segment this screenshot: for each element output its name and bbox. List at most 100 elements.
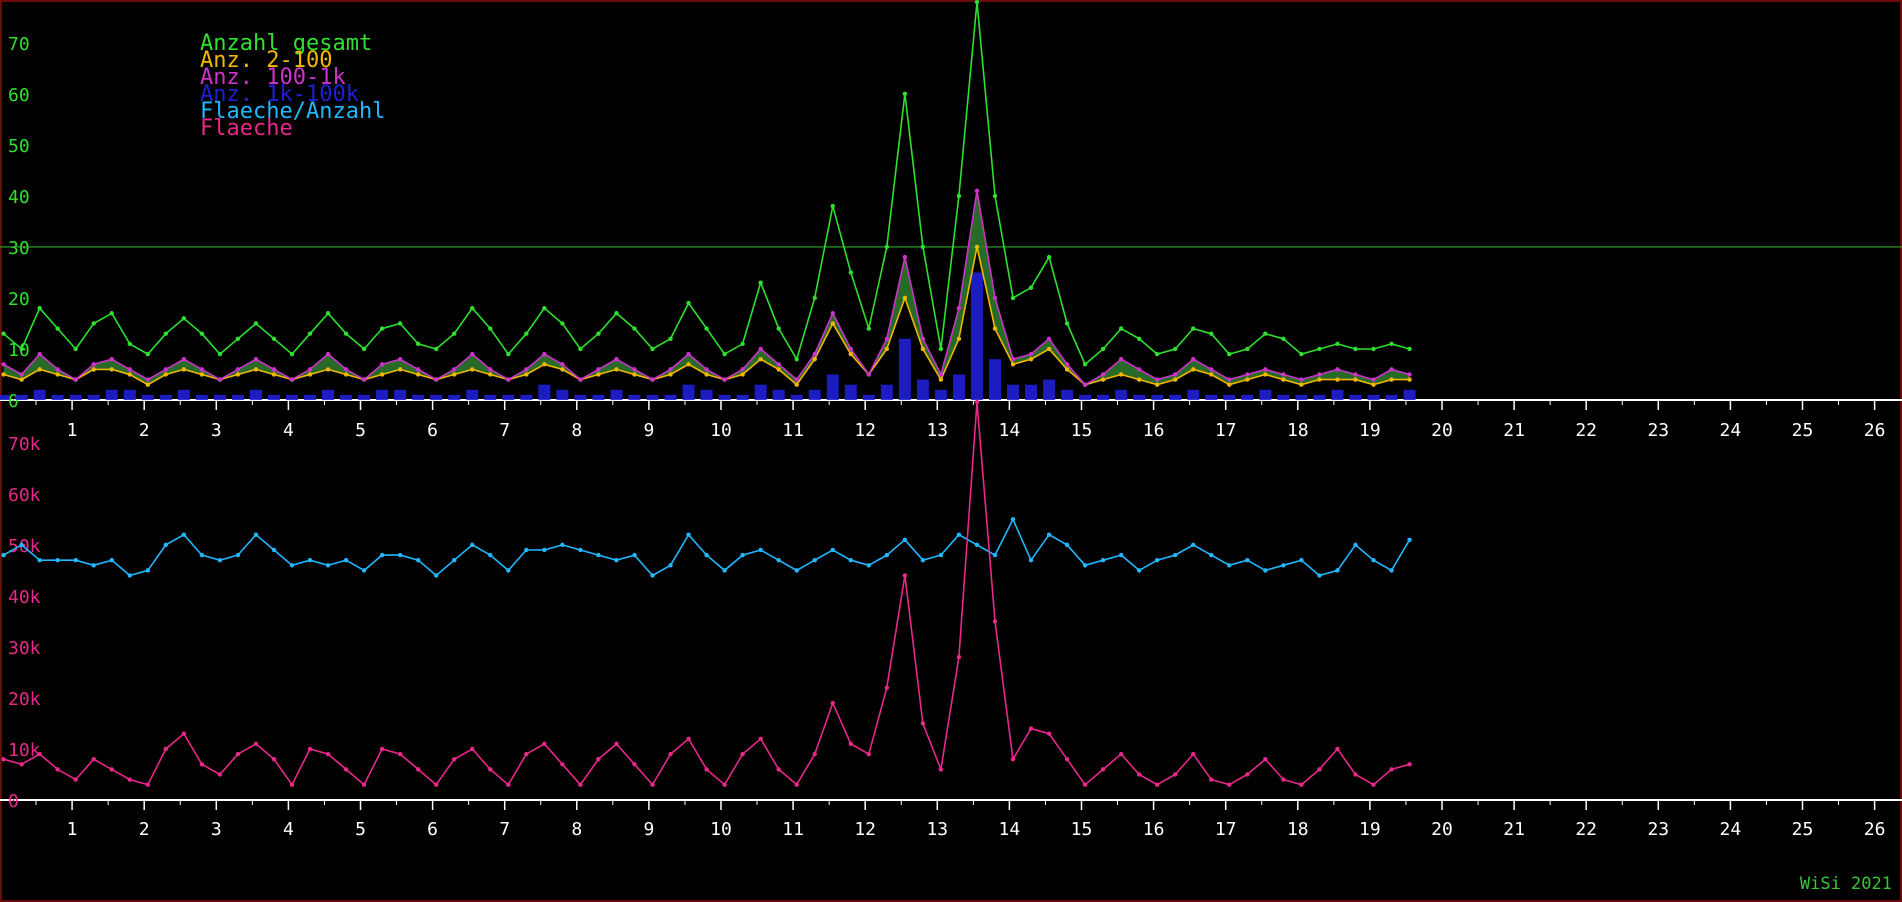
series-point xyxy=(307,331,313,336)
series-point xyxy=(758,356,763,362)
series-point xyxy=(1227,377,1232,382)
x-tick-label: 20 xyxy=(1431,420,1453,441)
x-tick-label: 22 xyxy=(1575,819,1597,840)
series-point xyxy=(271,336,277,341)
series-point xyxy=(163,331,169,336)
series-point xyxy=(632,367,637,372)
bar-1k-100k xyxy=(556,389,569,400)
bar-1k-100k xyxy=(15,394,28,400)
series-point xyxy=(722,782,727,787)
series-point xyxy=(343,372,349,377)
series-point xyxy=(434,782,439,787)
series-point xyxy=(1,362,6,367)
series-point xyxy=(776,557,781,563)
series-point xyxy=(470,746,475,752)
series-point xyxy=(1028,351,1034,357)
series-point xyxy=(1082,782,1088,787)
series-point xyxy=(343,557,349,563)
series-point xyxy=(938,552,944,558)
panel-2: 1 2 3 4 5 6 7 8 9 10 11 12 13 14 15 16 17 18 19 20 21 22 23 24 2… xyxy=(0,399,1902,840)
series-point xyxy=(686,736,691,741)
x-tick-label: 21 xyxy=(1503,819,1525,840)
bar-1k-100k xyxy=(1097,394,1110,400)
series-point xyxy=(73,346,78,352)
series-point xyxy=(920,721,926,726)
series-point xyxy=(1010,362,1016,367)
series-point xyxy=(253,321,259,326)
series-point xyxy=(1118,372,1124,377)
series-point xyxy=(884,552,890,558)
series-point xyxy=(1191,542,1196,548)
x-tick-label: 2 xyxy=(139,420,150,441)
x-tick-label: 6 xyxy=(427,819,438,840)
series-point xyxy=(1010,295,1016,301)
series-point xyxy=(956,193,962,199)
series-point xyxy=(1209,372,1214,377)
series-point xyxy=(812,557,817,563)
y-tick-label: 40 xyxy=(8,187,30,208)
series-point xyxy=(614,356,619,362)
series-point xyxy=(1371,377,1376,382)
series-point xyxy=(776,367,781,372)
bar-1k-100k xyxy=(628,394,641,400)
x-tick-label: 4 xyxy=(283,420,294,441)
series-point xyxy=(19,372,24,377)
series-point xyxy=(397,367,403,372)
y-tick-label: 60 xyxy=(8,85,30,106)
series-point xyxy=(974,188,980,193)
series-point xyxy=(1191,326,1196,331)
series-point xyxy=(848,346,853,352)
series-point xyxy=(397,751,403,757)
series-point xyxy=(776,767,781,772)
series-point xyxy=(992,552,998,558)
credit-label: WiSi 2021 xyxy=(1799,874,1892,894)
series-point xyxy=(578,782,583,787)
series-point xyxy=(812,351,817,357)
series-line xyxy=(3,401,1410,787)
series-point xyxy=(1281,777,1286,782)
series-point xyxy=(253,741,259,747)
series-point xyxy=(1155,351,1160,357)
series-point xyxy=(524,372,529,377)
legend-entry: Anz. 1k-100k xyxy=(200,82,359,107)
series-point xyxy=(452,372,457,377)
bar-1k-100k xyxy=(1007,384,1020,400)
series-point xyxy=(1046,532,1052,537)
series-point xyxy=(199,552,205,558)
series-point xyxy=(884,244,890,250)
series-point xyxy=(992,295,998,301)
bar-1k-100k xyxy=(502,394,515,400)
series-point xyxy=(812,751,817,757)
series-point xyxy=(488,552,493,558)
series-point xyxy=(506,568,511,573)
series-point xyxy=(1010,356,1016,362)
series-point xyxy=(1227,351,1232,357)
x-tick-label: 18 xyxy=(1287,819,1309,840)
series-point xyxy=(361,346,367,352)
bar-1k-100k xyxy=(33,389,46,400)
series-point xyxy=(812,356,817,362)
series-point xyxy=(19,377,24,382)
series-point xyxy=(884,336,890,341)
series-point xyxy=(379,362,385,367)
x-tick-label: 21 xyxy=(1503,420,1525,441)
bar-1k-100k xyxy=(646,394,659,400)
x-tick-label: 14 xyxy=(999,420,1021,441)
bar-1k-100k xyxy=(0,394,10,400)
series-point xyxy=(686,362,691,367)
series-point xyxy=(902,573,908,578)
x-tick-label: 25 xyxy=(1792,819,1814,840)
y-tick-label: 50 xyxy=(8,136,30,157)
series-point xyxy=(1,552,6,558)
series-point xyxy=(325,311,331,316)
series-point xyxy=(848,270,853,275)
series-point xyxy=(1353,772,1358,777)
series-point xyxy=(1281,372,1286,377)
bar-1k-100k xyxy=(286,394,299,400)
series-point xyxy=(920,346,926,352)
series-point xyxy=(1281,563,1286,568)
bar-1k-100k xyxy=(394,389,407,400)
series-point xyxy=(1209,777,1214,782)
series-point xyxy=(109,356,114,362)
series-point xyxy=(650,377,655,382)
